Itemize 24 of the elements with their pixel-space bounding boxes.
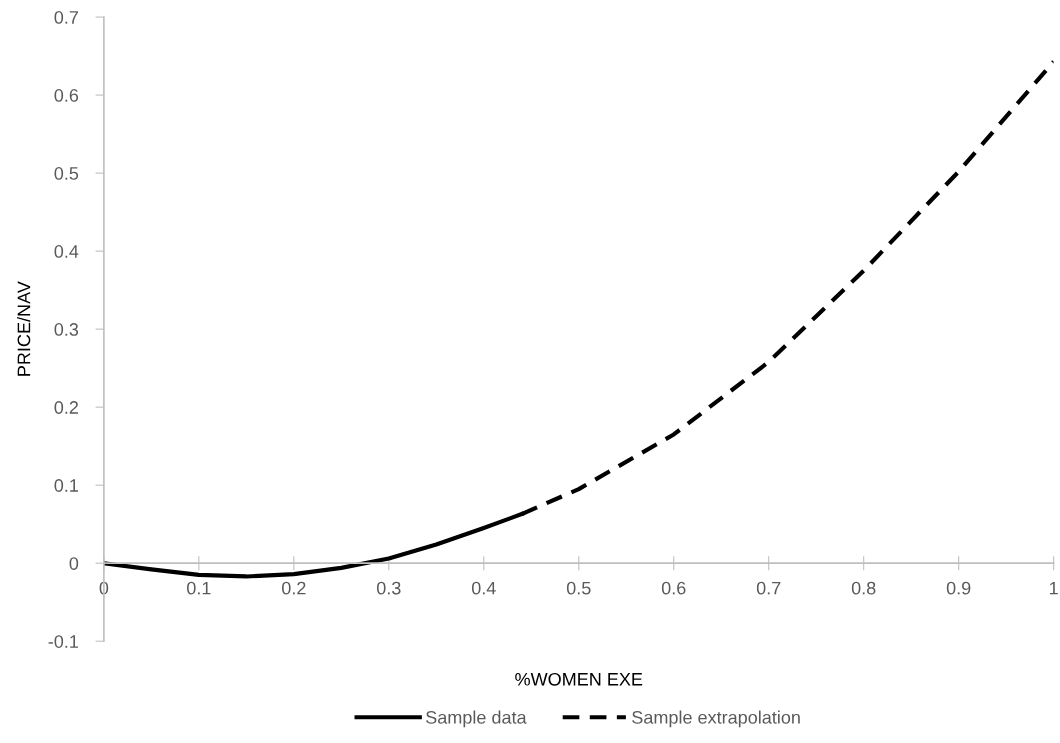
y-tick-label: 0.2 bbox=[54, 401, 78, 414]
x-tick-label: 0.3 bbox=[376, 581, 401, 595]
y-axis-title: PRICE/NAV bbox=[17, 281, 31, 376]
y-tick-label: 0.7 bbox=[54, 11, 78, 24]
x-tick-label: 0 bbox=[99, 581, 109, 595]
x-tick-label: 0.4 bbox=[471, 581, 496, 595]
y-tick-label: 0 bbox=[69, 557, 79, 570]
x-tick-label: 0.9 bbox=[946, 581, 971, 595]
x-tick-label: 1 bbox=[1050, 581, 1058, 595]
y-tick-label: 0.3 bbox=[54, 323, 79, 336]
y-tick-label: -0.1 bbox=[48, 635, 78, 648]
y-tick-label: 0.4 bbox=[54, 245, 79, 258]
x-axis-title: %WOMEN EXE bbox=[515, 672, 643, 686]
y-tick-label: 0.6 bbox=[54, 89, 79, 102]
legend-label: Sample extrapolation bbox=[632, 710, 800, 728]
legend-label: Sample data bbox=[426, 710, 527, 728]
x-tick-label: 0.7 bbox=[756, 581, 781, 595]
x-tick-label: 0.8 bbox=[851, 581, 876, 595]
y-tick-label: 0.1 bbox=[54, 479, 78, 492]
x-tick-label: 0.6 bbox=[661, 581, 686, 595]
x-tick-label: 0.2 bbox=[281, 581, 306, 595]
y-tick-label: 0.5 bbox=[54, 167, 79, 180]
x-tick-label: 0.1 bbox=[187, 581, 211, 595]
x-tick-label: 0.5 bbox=[566, 581, 591, 595]
